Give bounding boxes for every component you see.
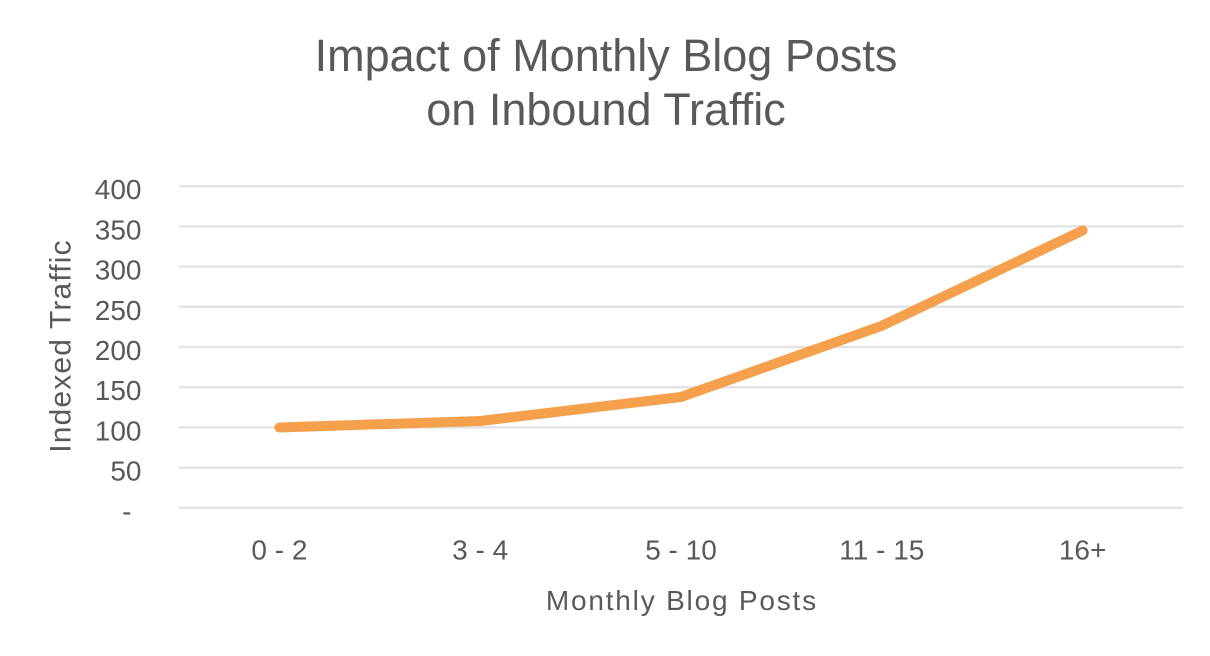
svg-text:16+: 16+ <box>1059 535 1107 566</box>
svg-text:0 - 2: 0 - 2 <box>251 535 307 566</box>
svg-text:3 - 4: 3 - 4 <box>452 535 508 566</box>
svg-text:Impact of Monthly Blog Posts: Impact of Monthly Blog Posts <box>315 30 898 81</box>
svg-text:400: 400 <box>95 174 142 205</box>
svg-text:11 - 15: 11 - 15 <box>839 535 924 566</box>
svg-text:50: 50 <box>110 456 141 487</box>
svg-text:350: 350 <box>95 214 142 245</box>
svg-text:150: 150 <box>95 375 142 406</box>
svg-text:on Inbound Traffic: on Inbound Traffic <box>426 84 785 135</box>
svg-text:5 - 10: 5 - 10 <box>645 535 717 566</box>
svg-text:100: 100 <box>95 415 142 446</box>
svg-text:Monthly Blog Posts: Monthly Blog Posts <box>546 585 818 616</box>
svg-text:Indexed Traffic: Indexed Traffic <box>45 239 78 452</box>
svg-text:200: 200 <box>95 335 142 366</box>
svg-text:250: 250 <box>95 295 142 326</box>
svg-text:-: - <box>122 496 131 527</box>
svg-text:300: 300 <box>95 255 142 286</box>
